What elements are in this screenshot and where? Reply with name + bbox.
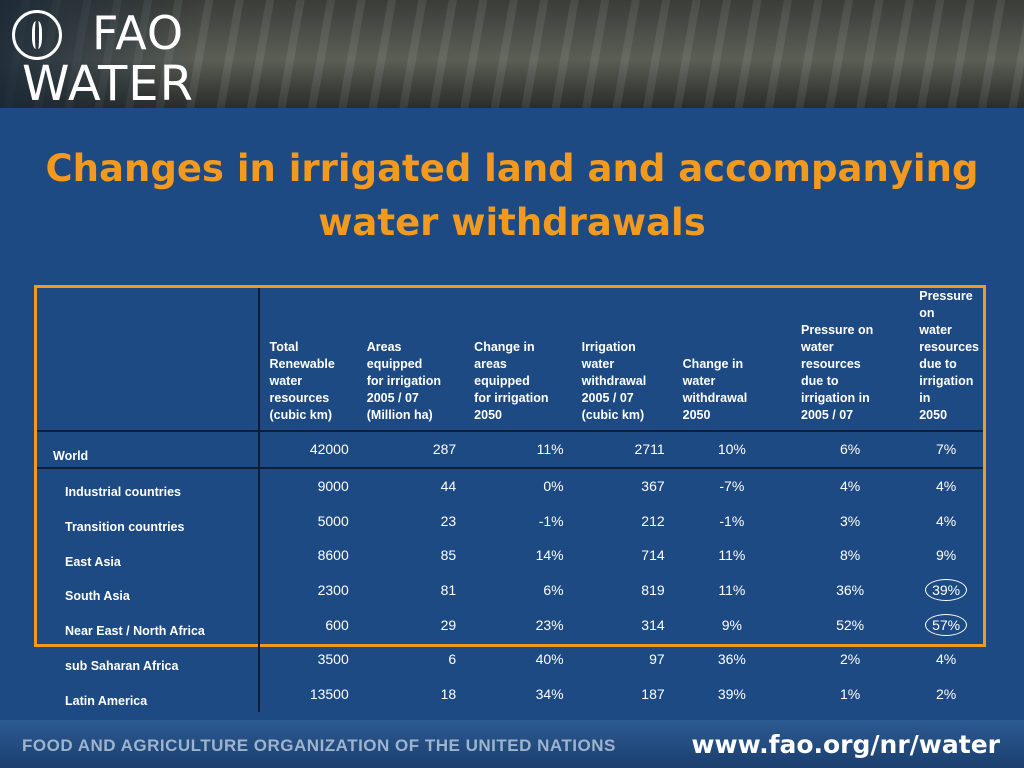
row-label: South Asia <box>37 572 260 608</box>
cell: 39% <box>909 573 983 608</box>
cell: 40% <box>535 651 564 668</box>
cell: -1% <box>719 512 745 529</box>
cell: 81 <box>440 582 457 599</box>
cell: 819 <box>641 582 665 599</box>
logo-text-fao: FAO <box>92 6 185 60</box>
header-corner <box>37 288 260 432</box>
data-table-frame: Total Renewable water resources (cubic k… <box>34 285 986 712</box>
row-label: Near East / North Africa <box>37 607 260 643</box>
cell: 2711 <box>571 431 673 469</box>
table-row: East Asia 8600 85 14% 714 11% 8% 9% <box>37 538 983 573</box>
column-header: Change in water withdrawal 2050 <box>672 288 791 432</box>
header-banner: FAO WATER <box>0 0 1024 108</box>
cell: 6 <box>448 651 457 668</box>
cell: 2% <box>936 686 957 703</box>
table-row: Industrial countries 9000 44 0% 367 -7% … <box>37 467 983 504</box>
irrigation-table: Total Renewable water resources (cubic k… <box>37 288 983 712</box>
cell: 3% <box>840 512 861 529</box>
cell: 3500 <box>317 651 349 668</box>
cell: 39% <box>717 686 746 703</box>
highlight-circle: 39% <box>925 579 968 602</box>
row-label: sub Saharan Africa <box>37 642 260 677</box>
column-header: Pressure on water resources due to irrig… <box>909 288 983 432</box>
cell: 44 <box>440 478 457 495</box>
cell: 11% <box>718 582 746 599</box>
logo-text-water: WATER <box>22 56 194 108</box>
cell: 1% <box>840 686 861 703</box>
cell: 11% <box>718 547 746 564</box>
fao-emblem-icon <box>12 10 62 60</box>
cell: 6% <box>543 582 564 599</box>
cell: 34% <box>535 686 564 703</box>
cell: 97 <box>649 651 665 668</box>
cell: 52% <box>836 616 865 633</box>
table-row: Near East / North Africa 600 29 23% 314 … <box>37 607 983 643</box>
cell: 29 <box>440 616 457 633</box>
cell: 714 <box>641 547 665 564</box>
row-label: Transition countries <box>37 503 260 539</box>
table-row: World 42000 287 11% 2711 10% 6% 7% <box>37 431 983 469</box>
cell: 42000 <box>258 431 357 469</box>
cell: 4% <box>936 651 957 668</box>
table-header-row: Total Renewable water resources (cubic k… <box>37 288 983 432</box>
cell: 314 <box>641 616 665 633</box>
cell: 36% <box>836 582 865 599</box>
cell: 2300 <box>317 582 349 599</box>
cell: 10% <box>672 431 791 469</box>
row-label: Industrial countries <box>37 467 260 504</box>
cell: 9000 <box>317 478 349 495</box>
table-row: Transition countries 5000 23 -1% 212 -1%… <box>37 503 983 539</box>
row-label: East Asia <box>37 538 260 573</box>
cell: 85 <box>440 547 457 564</box>
footer-org-name: FOOD AND AGRICULTURE ORGANIZATION OF THE… <box>22 736 616 755</box>
cell: 4% <box>936 478 957 495</box>
table-row: South Asia 2300 81 6% 819 11% 36% 39% <box>37 572 983 608</box>
cell: 36% <box>717 651 746 668</box>
cell: 0% <box>543 478 564 495</box>
column-header: Irrigation water withdrawal 2005 / 07 (c… <box>571 288 673 432</box>
column-header: Areas equipped for irrigation 2005 / 07 … <box>356 288 465 432</box>
row-label: World <box>37 431 260 469</box>
cell: 9% <box>721 616 742 633</box>
cell: 5000 <box>317 512 349 529</box>
cell: 13500 <box>309 686 349 703</box>
table-row: sub Saharan Africa 3500 6 40% 97 36% 2% … <box>37 642 983 677</box>
cell: -1% <box>538 512 564 529</box>
cell: 212 <box>641 512 665 529</box>
highlight-circle: 57% <box>925 613 968 636</box>
column-header: Pressure on water resources due to irrig… <box>791 288 910 432</box>
cell: 367 <box>641 478 665 495</box>
column-header: Change in areas equipped for irrigation … <box>464 288 572 432</box>
cell: 6% <box>791 431 910 469</box>
page-title: Changes in irrigated land and accompanyi… <box>20 142 1004 250</box>
cell: 23% <box>535 616 564 633</box>
title-line-2: water withdrawals <box>318 201 706 244</box>
cell: 7% <box>909 431 983 469</box>
field-photo <box>180 0 1024 108</box>
table-row: Latin America 13500 18 34% 187 39% 1% 2% <box>37 676 983 712</box>
cell: 9% <box>936 547 957 564</box>
cell: 287 <box>356 431 465 469</box>
cell: 14% <box>535 547 564 564</box>
cell: 8600 <box>317 547 349 564</box>
cell: 23 <box>440 512 457 529</box>
footer-bar: FOOD AND AGRICULTURE ORGANIZATION OF THE… <box>0 720 1024 768</box>
title-line-1: Changes in irrigated land and accompanyi… <box>45 147 979 190</box>
cell: 4% <box>936 512 957 529</box>
column-header: Total Renewable water resources (cubic k… <box>258 288 357 432</box>
cell: 57% <box>909 607 983 642</box>
cell: 11% <box>464 431 572 469</box>
cell: 2% <box>840 651 861 668</box>
cell: -7% <box>719 478 745 495</box>
cell: 18 <box>440 686 457 703</box>
cell: 187 <box>641 686 665 703</box>
cell: 8% <box>840 547 861 564</box>
footer-url: www.fao.org/nr/water <box>691 730 1000 759</box>
cell: 4% <box>840 478 861 495</box>
row-label: Latin America <box>37 676 260 712</box>
cell: 600 <box>325 616 349 633</box>
